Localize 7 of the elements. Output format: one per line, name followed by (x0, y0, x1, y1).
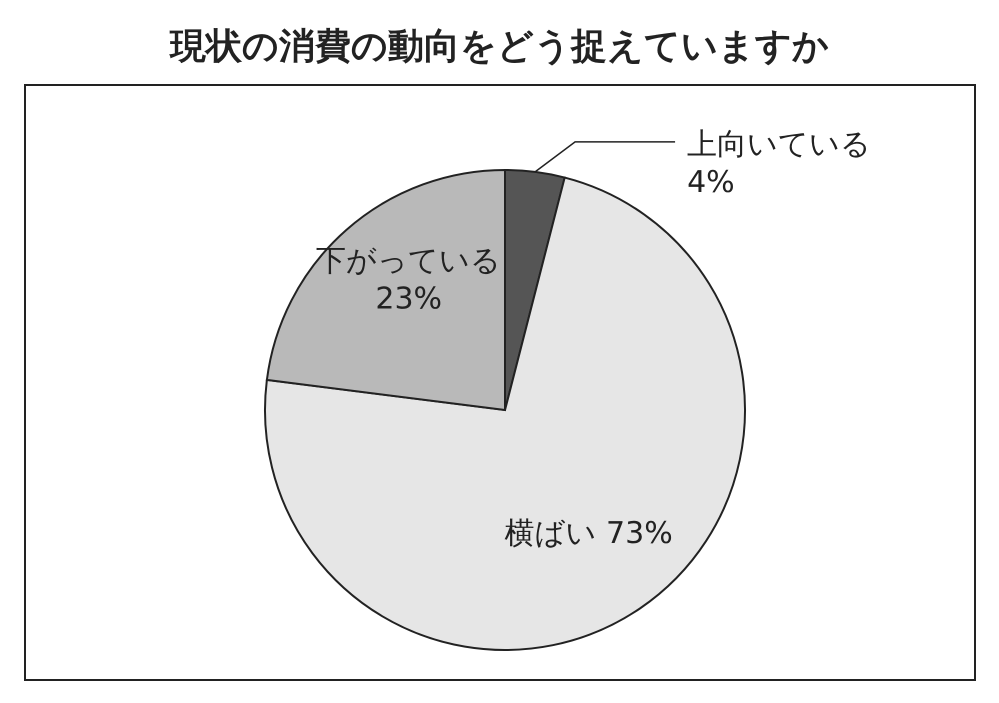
slice-label: 上向いている (687, 126, 872, 162)
data-label: 73% (606, 516, 673, 552)
data-label: 4% (687, 164, 735, 200)
slice-label: 横ばい (504, 516, 597, 552)
data-label: 23% (375, 281, 442, 316)
slice-label: 下がっている (316, 243, 502, 278)
chart-title: 現状の消費の動向をどう捉えていますか (169, 26, 829, 67)
